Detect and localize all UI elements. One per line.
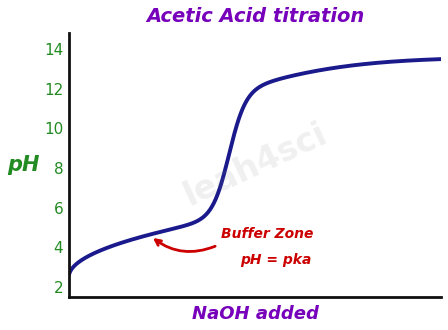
Title: Acetic Acid titration: Acetic Acid titration (146, 7, 364, 26)
Text: Buffer Zone: Buffer Zone (221, 227, 314, 241)
Text: leah4sci: leah4sci (178, 117, 332, 213)
X-axis label: NaOH added: NaOH added (191, 305, 319, 323)
Y-axis label: pH: pH (7, 155, 39, 175)
Text: pH = pka: pH = pka (240, 253, 311, 267)
